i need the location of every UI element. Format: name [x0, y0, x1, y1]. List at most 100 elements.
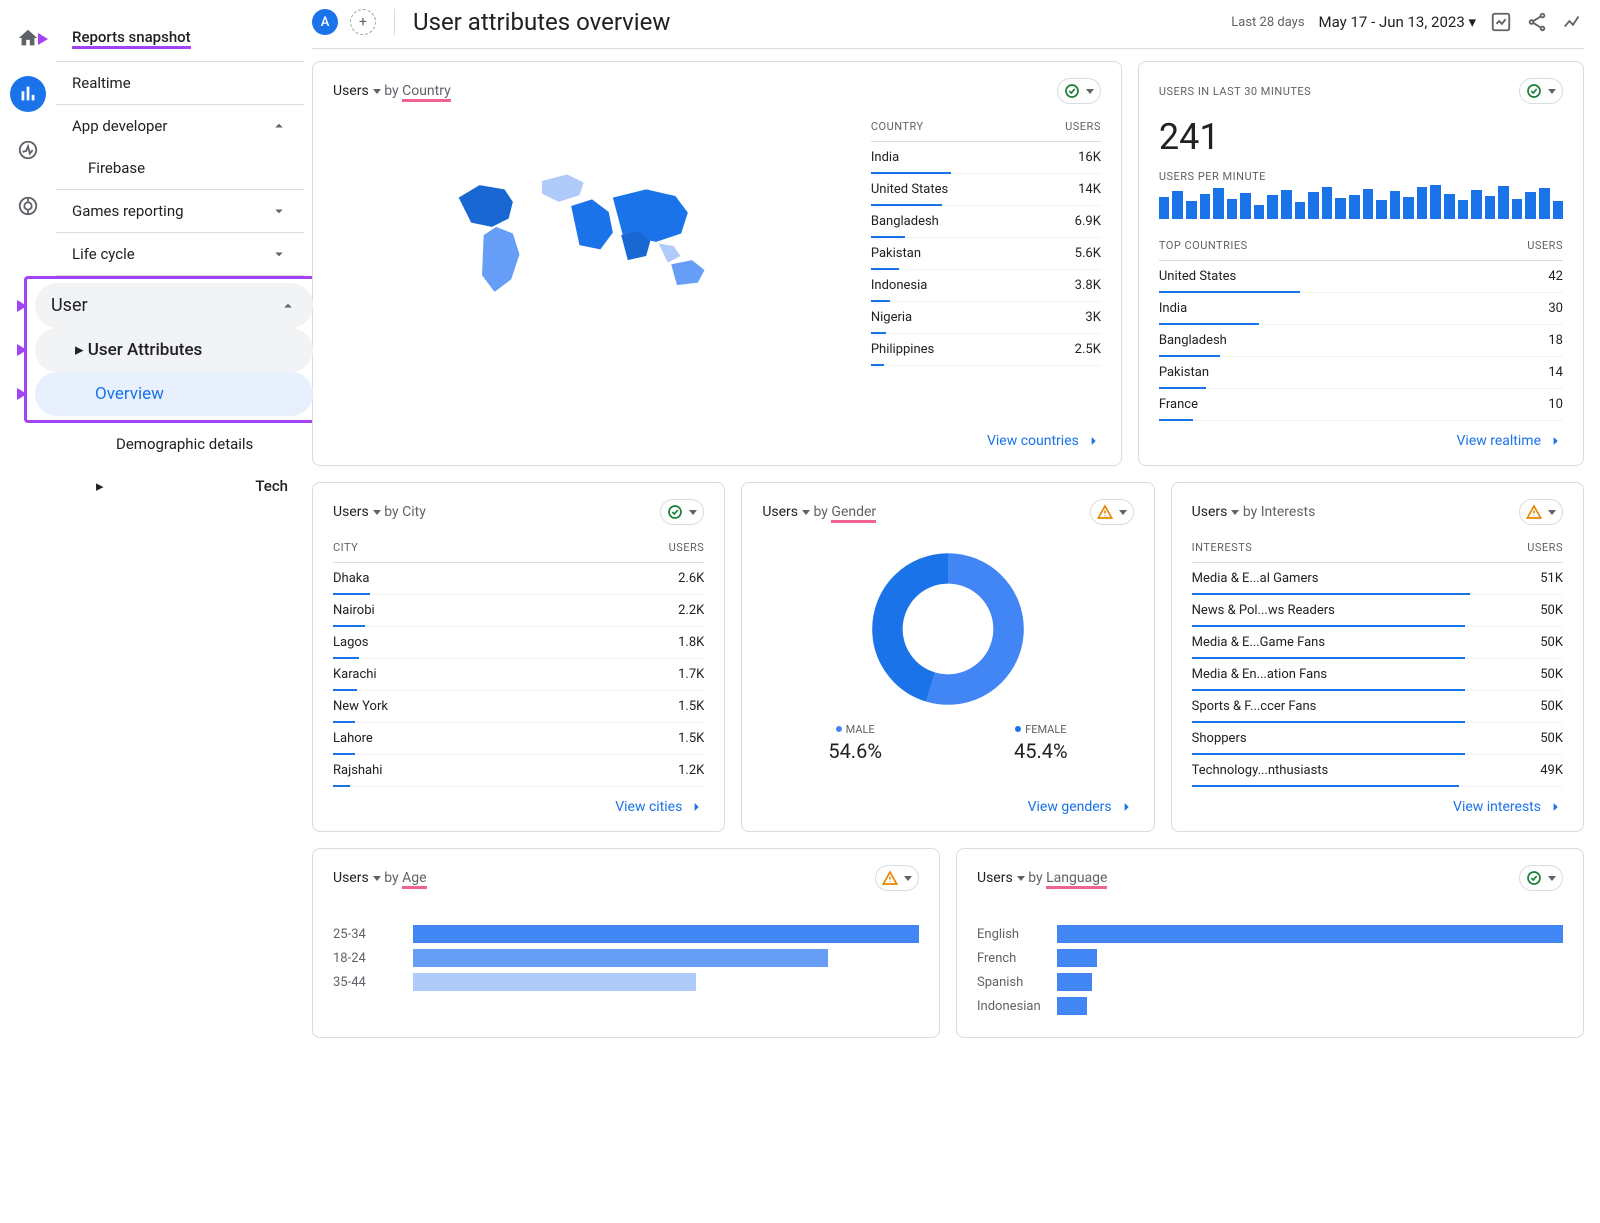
- bar: [1200, 194, 1211, 219]
- table-row[interactable]: Technology...nthusiasts49K: [1192, 755, 1563, 787]
- hbar-row: English: [977, 925, 1563, 943]
- nav-reports-snapshot[interactable]: Reports snapshot: [56, 16, 304, 62]
- add-segment-button[interactable]: +: [350, 9, 376, 35]
- bar: [1335, 198, 1346, 219]
- table-row[interactable]: Dhaka2.6K: [333, 563, 704, 595]
- gender-donut-chart: [868, 549, 1028, 709]
- bar: [1553, 201, 1564, 219]
- view-realtime-link[interactable]: View realtime: [1159, 421, 1563, 449]
- bar: [1471, 190, 1482, 219]
- world-map: [333, 112, 851, 366]
- per-minute-chart: [1159, 183, 1563, 219]
- view-interests-link[interactable]: View interests: [1192, 787, 1563, 815]
- bar: [1539, 188, 1550, 219]
- age-card-status[interactable]: [875, 865, 919, 891]
- table-row[interactable]: Pakistan14: [1159, 357, 1563, 389]
- table-row[interactable]: Media & E...Game Fans50K: [1192, 627, 1563, 659]
- nav-tech[interactable]: ▸ Tech: [56, 465, 304, 507]
- table-row[interactable]: Lahore1.5K: [333, 723, 704, 755]
- bar: [1349, 195, 1360, 219]
- chevron-up-icon: [270, 117, 288, 135]
- realtime-label: USERS IN LAST 30 MINUTES: [1159, 85, 1311, 98]
- view-genders-link[interactable]: View genders: [762, 787, 1133, 815]
- language-card-status[interactable]: [1519, 865, 1563, 891]
- city-card-status[interactable]: [660, 499, 704, 525]
- hbar-row: Spanish: [977, 973, 1563, 991]
- nav-user-attributes[interactable]: ▸ User Attributes: [35, 328, 313, 372]
- page-header: A + User attributes overview Last 28 day…: [312, 0, 1584, 49]
- country-card-title: Users by Country: [333, 83, 451, 99]
- view-cities-link[interactable]: View cities: [333, 787, 704, 815]
- table-row[interactable]: Sports & F...ccer Fans50K: [1192, 691, 1563, 723]
- table-row[interactable]: New York1.5K: [333, 691, 704, 723]
- per-minute-label: USERS PER MINUTE: [1159, 170, 1563, 183]
- table-row[interactable]: United States42: [1159, 261, 1563, 293]
- reports-icon[interactable]: [10, 76, 46, 112]
- table-row[interactable]: France10: [1159, 389, 1563, 421]
- bar: [1295, 202, 1306, 219]
- table-row[interactable]: Lagos1.8K: [333, 627, 704, 659]
- segment-chip-a[interactable]: A: [312, 9, 338, 35]
- table-row[interactable]: News & Pol...ws Readers50K: [1192, 595, 1563, 627]
- nav-life-cycle[interactable]: Life cycle: [56, 233, 304, 275]
- table-row[interactable]: United States14K: [871, 174, 1101, 206]
- realtime-card-status[interactable]: [1519, 78, 1563, 104]
- interests-card-status[interactable]: [1519, 499, 1563, 525]
- nav-firebase[interactable]: Firebase: [56, 147, 304, 189]
- hbar-row: 18-24: [333, 949, 919, 967]
- bar: [1308, 192, 1319, 219]
- date-range-prefix: Last 28 days: [1231, 15, 1304, 30]
- table-row[interactable]: Karachi1.7K: [333, 659, 704, 691]
- share-icon[interactable]: [1526, 11, 1548, 33]
- city-card: Users by City CITYUSERS Dhaka2.6KNairobi…: [312, 482, 725, 832]
- hbar-row: 35-44: [333, 973, 919, 991]
- table-row[interactable]: India16K: [871, 142, 1101, 174]
- interests-card: Users by Interests INTERESTSUSERS Media …: [1171, 482, 1584, 832]
- chevron-up-icon: [279, 297, 297, 315]
- explore-icon[interactable]: [10, 132, 46, 168]
- nav-realtime[interactable]: Realtime: [56, 62, 304, 104]
- table-row[interactable]: Rajshahi1.2K: [333, 755, 704, 787]
- country-card: Users by Country: [312, 61, 1122, 466]
- table-row[interactable]: Indonesia3.8K: [871, 270, 1101, 302]
- gender-card-status[interactable]: [1090, 499, 1134, 525]
- view-countries-link[interactable]: View countries: [333, 421, 1101, 449]
- table-row[interactable]: Media & En...ation Fans50K: [1192, 659, 1563, 691]
- bar: [1512, 199, 1523, 219]
- bar: [1281, 190, 1292, 219]
- realtime-card: USERS IN LAST 30 MINUTES 241 USERS PER M…: [1138, 61, 1584, 466]
- age-card: Users by Age 25-3418-2435-44: [312, 848, 940, 1038]
- hbar-row: French: [977, 949, 1563, 967]
- divider: [394, 9, 395, 35]
- bar: [1376, 200, 1387, 219]
- table-row[interactable]: Nigeria3K: [871, 302, 1101, 334]
- table-row[interactable]: India30: [1159, 293, 1563, 325]
- bar: [1240, 193, 1251, 219]
- nav-demographic-details[interactable]: Demographic details: [56, 423, 304, 465]
- customize-report-icon[interactable]: [1490, 11, 1512, 33]
- female-label: FEMALE45.4%: [1014, 721, 1068, 763]
- table-row[interactable]: Nairobi2.2K: [333, 595, 704, 627]
- table-row[interactable]: Pakistan5.6K: [871, 238, 1101, 270]
- nav-app-developer[interactable]: App developer: [56, 105, 304, 147]
- gender-card: Users by Gender MALE54.6% FEMALE45.4% Vi…: [741, 482, 1154, 832]
- date-range-picker[interactable]: May 17 - Jun 13, 2023 ▾: [1319, 13, 1476, 31]
- table-row[interactable]: Bangladesh6.9K: [871, 206, 1101, 238]
- nav-user[interactable]: User: [35, 283, 313, 328]
- insights-icon[interactable]: [1562, 11, 1584, 33]
- main-content: A + User attributes overview Last 28 day…: [312, 0, 1600, 1223]
- realtime-value: 241: [1159, 116, 1563, 158]
- bar: [1390, 191, 1401, 219]
- advertising-icon[interactable]: [10, 188, 46, 224]
- table-row[interactable]: Shoppers50K: [1192, 723, 1563, 755]
- page-title: User attributes overview: [413, 8, 670, 36]
- table-row[interactable]: Philippines2.5K: [871, 334, 1101, 366]
- nav-games-reporting[interactable]: Games reporting: [56, 190, 304, 232]
- table-row[interactable]: Media & E...al Gamers51K: [1192, 563, 1563, 595]
- country-card-status[interactable]: [1057, 78, 1101, 104]
- bar: [1227, 199, 1238, 219]
- nav-overview[interactable]: Overview: [35, 372, 313, 416]
- bar: [1417, 187, 1428, 219]
- table-row[interactable]: Bangladesh18: [1159, 325, 1563, 357]
- bar: [1444, 194, 1455, 219]
